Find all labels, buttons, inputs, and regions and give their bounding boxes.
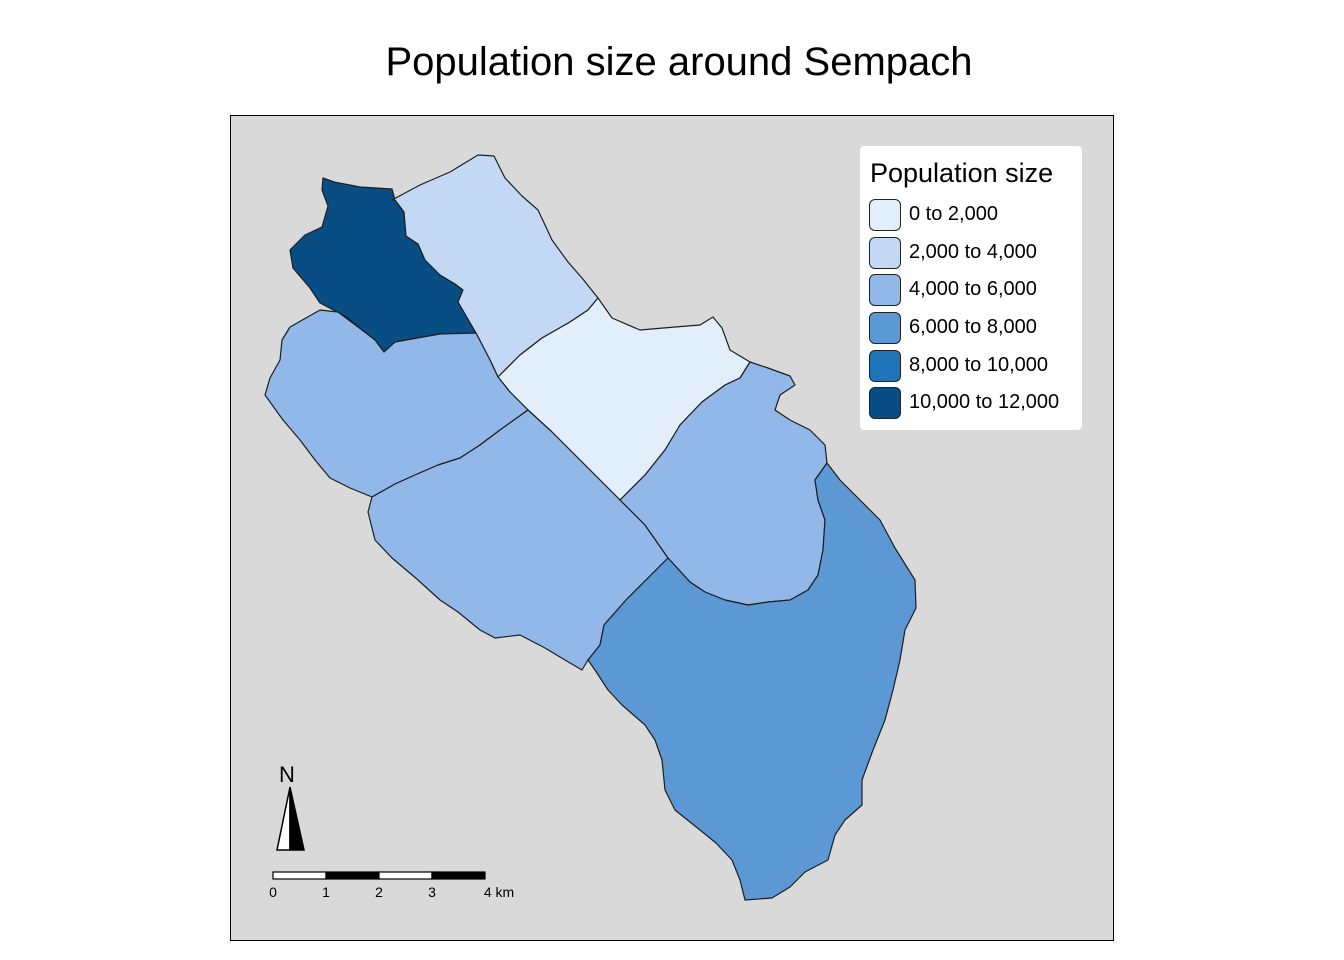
legend-swatch bbox=[869, 387, 901, 419]
legend-swatch bbox=[869, 199, 901, 231]
legend-label: 2,000 to 4,000 bbox=[909, 241, 1037, 263]
legend-label: 6,000 to 8,000 bbox=[909, 316, 1037, 338]
scale-bar bbox=[272, 871, 486, 880]
legend-swatch bbox=[869, 274, 901, 306]
legend-swatch bbox=[869, 350, 901, 382]
legend-item: 2,000 to 4,000 bbox=[869, 237, 1079, 271]
legend-item: 0 to 2,000 bbox=[869, 199, 1079, 233]
north-label: N bbox=[279, 762, 295, 787]
region-southeast[interactable] bbox=[587, 462, 917, 901]
legend-label: 4,000 to 6,000 bbox=[909, 278, 1037, 300]
legend: Population size 0 to 2,000 2,000 to 4,00… bbox=[860, 146, 1082, 430]
legend-swatch bbox=[869, 237, 901, 269]
scale-tick-label: 3 bbox=[428, 884, 436, 900]
legend-item: 6,000 to 8,000 bbox=[869, 312, 1079, 346]
scale-tick-label: 4 km bbox=[483, 884, 515, 900]
scale-tick-label: 2 bbox=[375, 884, 383, 900]
legend-title: Population size bbox=[870, 158, 1054, 188]
scale-tick-label: 1 bbox=[322, 884, 330, 900]
legend-item: 4,000 to 6,000 bbox=[869, 274, 1079, 308]
legend-item: 8,000 to 10,000 bbox=[869, 350, 1079, 384]
scale-tick-label: 0 bbox=[269, 884, 277, 900]
legend-label: 0 to 2,000 bbox=[909, 203, 998, 225]
north-arrow-icon bbox=[276, 786, 305, 851]
legend-swatch bbox=[869, 312, 901, 344]
map-title: Population size around Sempach bbox=[385, 40, 973, 84]
legend-label: 10,000 to 12,000 bbox=[909, 391, 1060, 413]
legend-item: 10,000 to 12,000 bbox=[869, 387, 1079, 421]
legend-label: 8,000 to 10,000 bbox=[909, 354, 1049, 376]
